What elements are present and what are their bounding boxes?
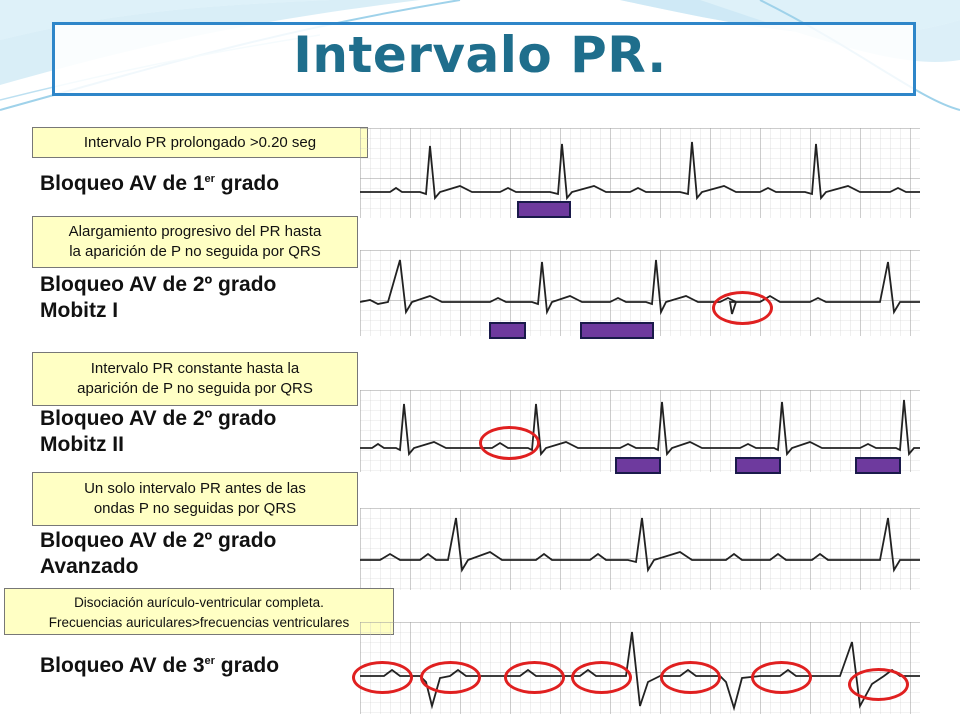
row-label-text: Mobitz II <box>40 433 124 456</box>
blocked-p-wave-circle <box>479 426 540 460</box>
callout-text: Frecuencias auriculares>frecuencias vent… <box>48 615 350 630</box>
pr-interval-marker <box>615 457 661 474</box>
row-label-text: Avanzado <box>40 555 139 578</box>
p-wave-circle <box>504 661 565 694</box>
row-label-sup: er <box>204 655 215 667</box>
callout-mobitz-2: Intervalo PR constante hasta la aparició… <box>32 352 358 406</box>
pr-interval-marker <box>855 457 901 474</box>
p-wave-circle <box>848 668 909 701</box>
row-label-mobitz-2: Bloqueo AV de 2º grado Mobitz II <box>40 406 276 458</box>
callout-text: la aparición de P no seguida por QRS <box>69 243 321 260</box>
p-wave-circle <box>571 661 632 694</box>
row-label-text: Bloqueo AV de 3 <box>40 654 205 677</box>
row-label-third-degree: Bloqueo AV de 3er grado <box>40 648 279 679</box>
callout-text: Intervalo PR constante hasta la <box>90 360 300 377</box>
row-label-mobitz-1: Bloqueo AV de 2º grado Mobitz I <box>40 272 276 324</box>
blocked-p-wave-circle <box>712 291 773 325</box>
p-wave-circle <box>751 661 812 694</box>
callout-text: Un solo intervalo PR antes de las <box>84 480 306 497</box>
callout-text: Disociación aurículo-ventricular complet… <box>74 595 324 610</box>
row-label-text: Mobitz I <box>40 299 119 322</box>
callout-text: Alargamiento progresivo del PR hasta <box>68 223 322 240</box>
ecg-strip-third-degree <box>360 622 920 714</box>
row-label-text: Bloqueo AV de 2º grado <box>40 407 277 430</box>
row-label-text: grado <box>214 172 280 195</box>
p-wave-circle <box>352 661 413 694</box>
slide-title: Intervalo PR. <box>293 26 667 84</box>
row-label-text: Bloqueo AV de 2º grado <box>40 273 277 296</box>
callout-first-degree: Intervalo PR prolongado >0.20 seg <box>32 127 368 158</box>
pr-interval-marker <box>735 457 781 474</box>
row-label-text: Bloqueo AV de 1 <box>40 172 205 195</box>
callout-text: aparición de P no seguida por QRS <box>77 380 313 397</box>
callout-mobitz-1: Alargamiento progresivo del PR hasta la … <box>32 216 358 268</box>
title-box <box>52 22 916 96</box>
row-label-advanced: Bloqueo AV de 2º grado Avanzado <box>40 528 276 580</box>
callout-text: Intervalo PR prolongado >0.20 seg <box>83 134 317 151</box>
callout-advanced: Un solo intervalo PR antes de las ondas … <box>32 472 358 526</box>
pr-interval-marker <box>517 201 571 218</box>
ecg-strip-mobitz-1 <box>360 250 920 336</box>
pr-interval-marker <box>580 322 654 339</box>
ecg-strip-advanced <box>360 508 920 590</box>
row-label-text: grado <box>214 654 280 677</box>
row-label-sup: er <box>204 173 215 185</box>
row-label-first-degree: Bloqueo AV de 1er grado <box>40 166 279 197</box>
ecg-strip-first-degree <box>360 128 920 218</box>
pr-interval-marker <box>489 322 526 339</box>
callout-text: ondas P no seguidas por QRS <box>93 500 297 517</box>
p-wave-circle <box>420 661 481 694</box>
row-label-text: Bloqueo AV de 2º grado <box>40 529 277 552</box>
callout-third-degree: Disociación aurículo-ventricular complet… <box>4 588 394 635</box>
p-wave-circle <box>660 661 721 694</box>
